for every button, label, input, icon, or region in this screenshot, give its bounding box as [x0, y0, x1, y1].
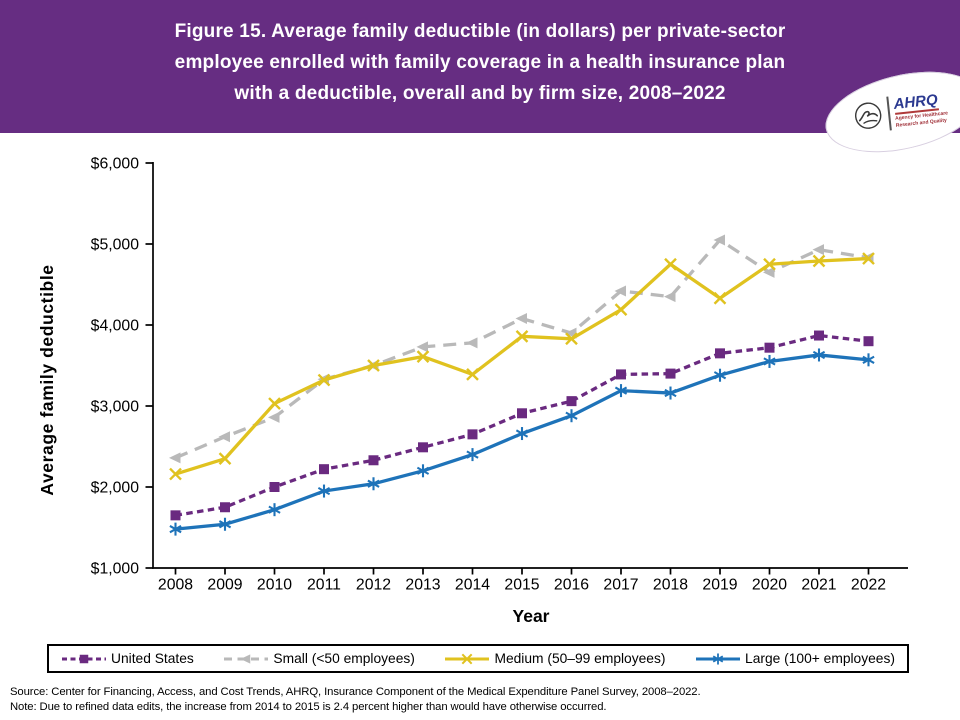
- svg-text:2020: 2020: [752, 577, 787, 594]
- legend-label-medium-firms: Medium (50–99 employees): [494, 651, 666, 666]
- medium-firms-line-swatch-icon: [445, 653, 490, 664]
- title-line-1: Figure 15. Average family deductible (in…: [174, 21, 786, 42]
- footnotes: Source: Center for Financing, Access, an…: [10, 685, 701, 714]
- svg-text:2009: 2009: [207, 577, 242, 594]
- header-banner: Figure 15. Average family deductible (in…: [0, 0, 960, 166]
- svg-text:2016: 2016: [554, 577, 589, 594]
- legend-item-united-states: United States: [61, 651, 194, 667]
- svg-text:$4,000: $4,000: [91, 318, 140, 335]
- data-edit-note: Note: Due to refined data edits, the inc…: [10, 700, 607, 713]
- title-line-3: with a deductible, overall and by firm s…: [234, 83, 726, 104]
- svg-text:2021: 2021: [801, 577, 836, 594]
- svg-text:2008: 2008: [158, 577, 193, 594]
- svg-text:2014: 2014: [455, 577, 490, 594]
- united-states-line-swatch-icon: [62, 654, 106, 663]
- legend-item-medium-firms: Medium (50–99 employees): [444, 651, 665, 667]
- svg-text:$6,000: $6,000: [91, 156, 140, 173]
- svg-text:2012: 2012: [356, 577, 391, 594]
- large-firms-line-swatch-icon: [696, 652, 741, 665]
- title-line-2: employee enrolled with family coverage i…: [174, 52, 786, 73]
- ahrq-logo-content: AHRQ Agency for Healthcare Research and …: [852, 90, 955, 134]
- svg-text:2017: 2017: [603, 577, 638, 594]
- figure-title: Figure 15. Average family deductible (in…: [0, 0, 960, 109]
- hhs-eagle-icon: [855, 102, 882, 129]
- legend-item-small-firms: Small (<50 employees): [223, 651, 415, 667]
- source-note: Source: Center for Financing, Access, an…: [10, 686, 701, 698]
- legend-label-large-firms: Large (100+ employees): [745, 651, 895, 666]
- legend-item-large-firms: Large (100+ employees): [695, 651, 895, 667]
- svg-text:Average family deductible: Average family deductible: [37, 264, 57, 495]
- svg-text:$1,000: $1,000: [91, 561, 140, 578]
- svg-text:$2,000: $2,000: [91, 480, 140, 497]
- svg-text:2013: 2013: [405, 577, 440, 594]
- legend-label-small-firms: Small (<50 employees): [273, 651, 415, 666]
- chart-legend: United States Small (<50 employees) Medi…: [47, 644, 909, 673]
- ahrq-logo: AHRQ Agency for Healthcare Research and …: [817, 58, 960, 166]
- svg-text:$5,000: $5,000: [91, 237, 140, 254]
- svg-text:2018: 2018: [653, 577, 688, 594]
- svg-text:2011: 2011: [307, 577, 341, 594]
- svg-text:$3,000: $3,000: [91, 399, 140, 416]
- small-firms-line-swatch-icon: [224, 653, 269, 664]
- legend-label-united-states: United States: [111, 651, 194, 666]
- svg-text:2022: 2022: [851, 577, 886, 594]
- svg-text:2015: 2015: [504, 577, 539, 594]
- svg-text:Year: Year: [513, 606, 550, 626]
- svg-text:2019: 2019: [702, 577, 737, 594]
- svg-text:2010: 2010: [257, 577, 292, 594]
